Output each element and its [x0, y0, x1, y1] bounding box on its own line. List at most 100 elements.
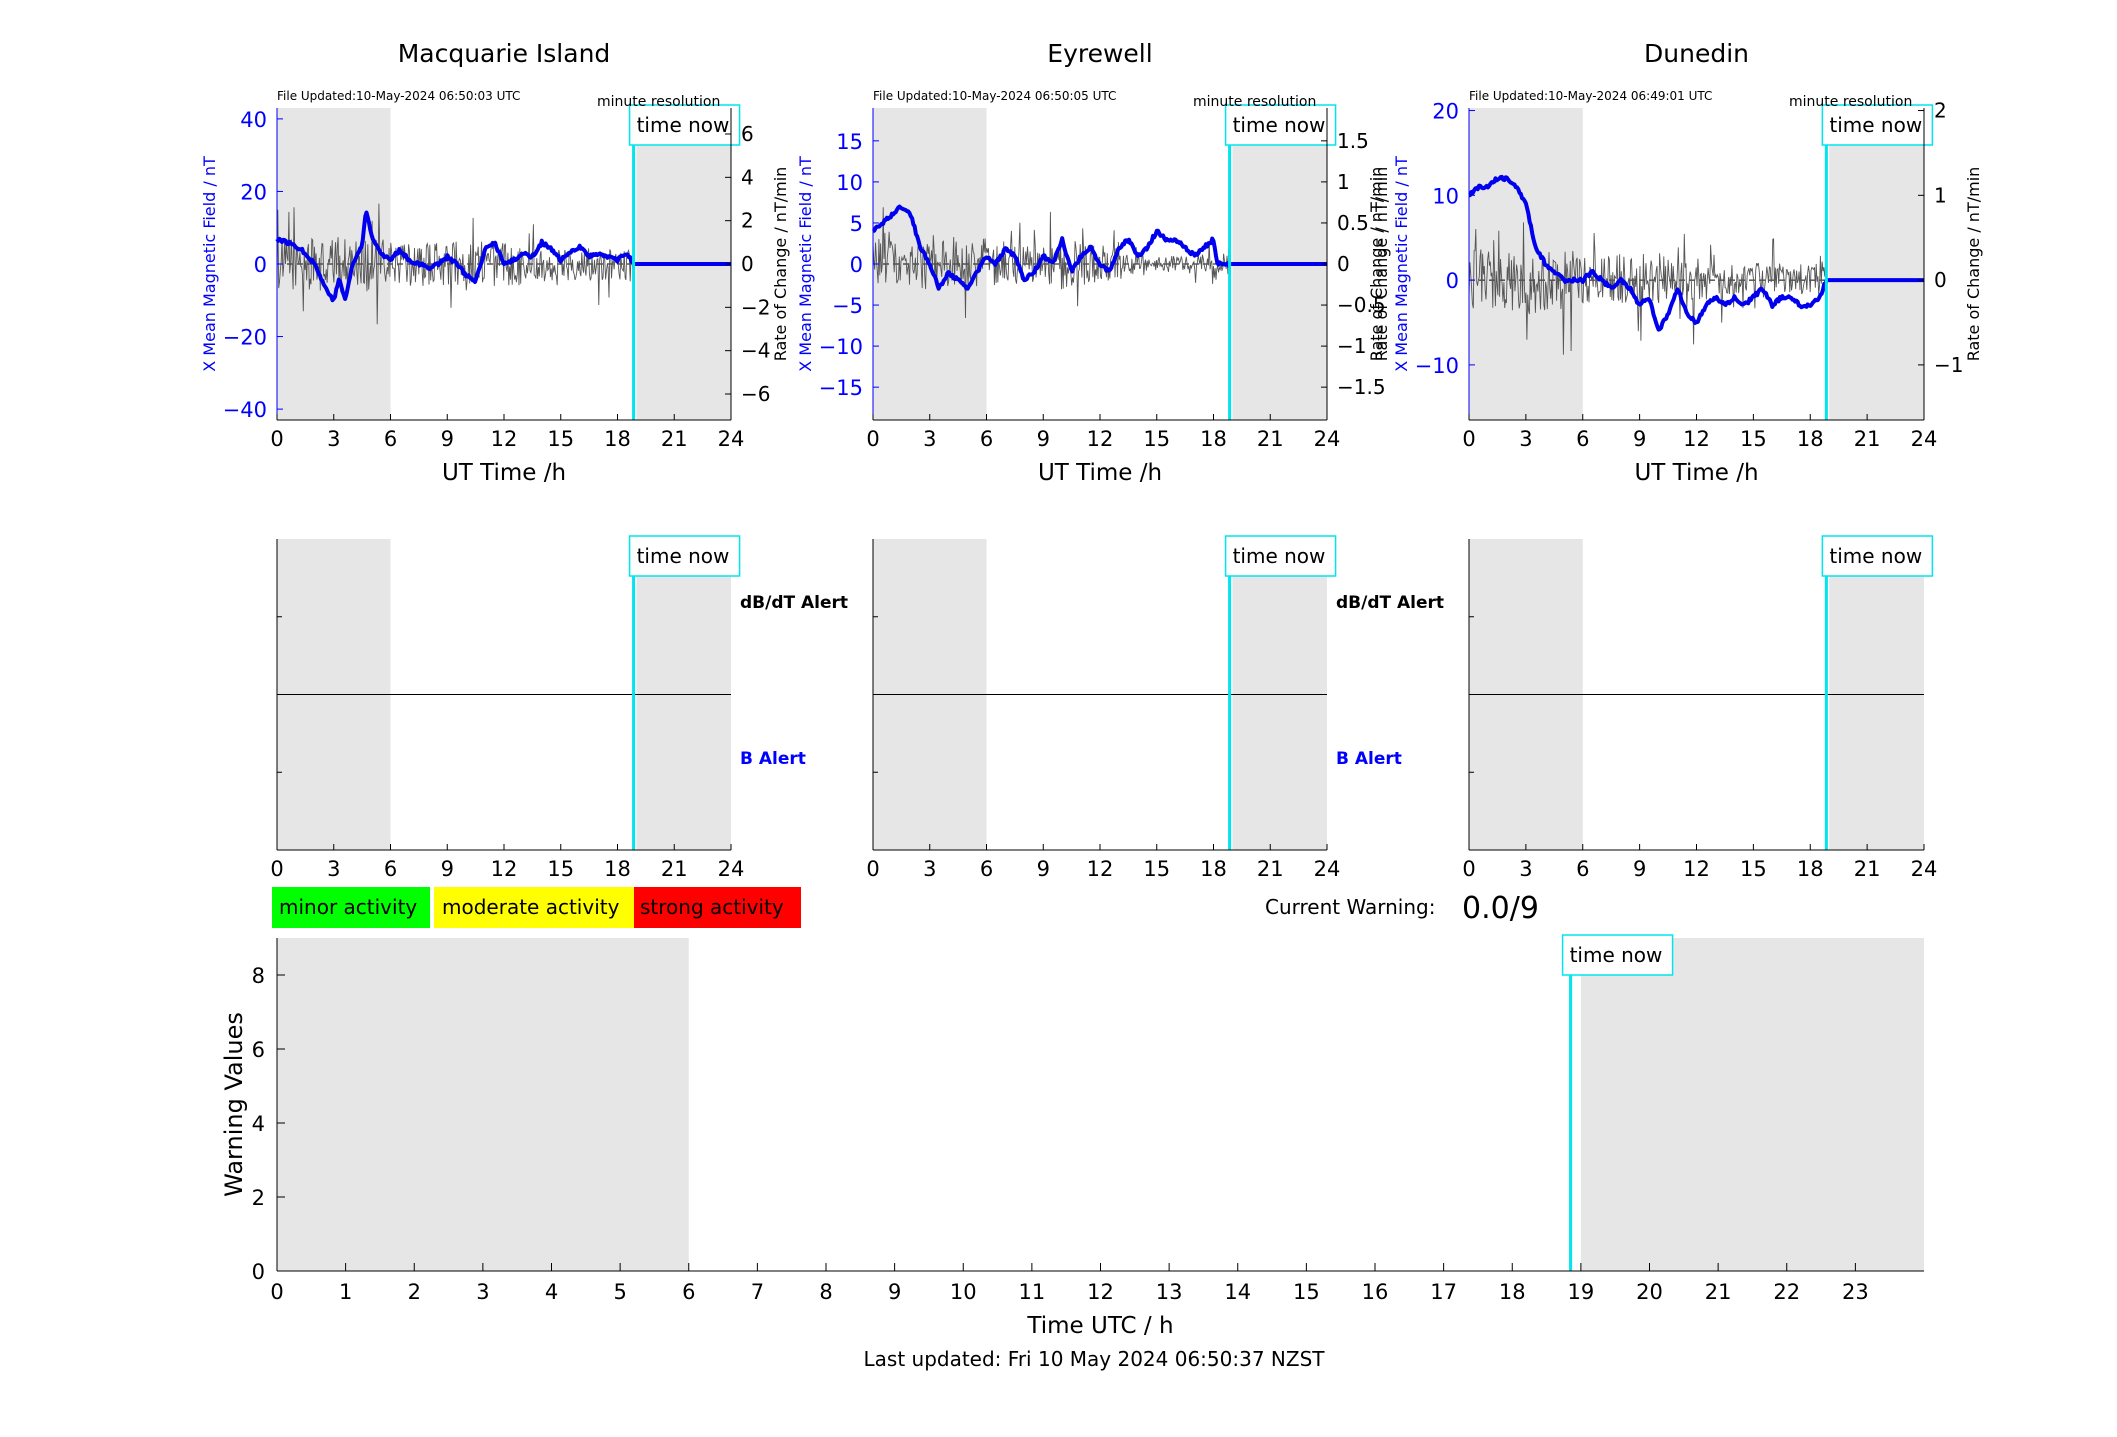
x-tick-label: 24: [718, 427, 745, 451]
y2-axis-label: Rate of Change / nT/min: [1964, 167, 1983, 362]
y2-tick-label: −0.5: [1337, 293, 1386, 317]
y2-tick-label: 2: [1934, 99, 1947, 123]
time-now-box: [1224, 535, 1337, 577]
x-tick-label: 16: [1362, 1280, 1389, 1304]
x-tick-label: 15: [1143, 427, 1170, 451]
x-tick-label: 6: [384, 427, 397, 451]
x-tick-label: 15: [547, 857, 574, 881]
x-tick-label: 9: [1633, 857, 1646, 881]
x-tick-label: 12: [1683, 857, 1710, 881]
y2-axis-label: Rate of Change / nT/min: [1367, 167, 1386, 362]
x-tick-label: 21: [1854, 857, 1881, 881]
y2-tick-label: 6: [741, 122, 754, 146]
x-tick-label: 23: [1842, 1280, 1869, 1304]
alert-panel-alerts-macquarie: time now 0 3 6 9 12 15 18 21 24 dB/dT Alert B Alert: [270, 535, 848, 881]
y-tick-label: −10: [819, 335, 863, 359]
x-tick-label: 22: [1773, 1280, 1800, 1304]
y2-tick-label: 0: [1934, 268, 1947, 292]
resolution-label: minute resolution: [1789, 94, 1912, 110]
legend-minor-label: minor activity: [279, 895, 417, 919]
x-tick-label: 7: [751, 1280, 764, 1304]
rate-of-change-series: [276, 203, 635, 325]
x-tick-label: 6: [682, 1280, 695, 1304]
x-tick-label: 21: [1257, 427, 1284, 451]
x-tick-label: 3: [923, 857, 936, 881]
y2-axis-label: Rate of Change / nT/min: [771, 167, 790, 362]
x-axis-label: UT Time /h: [442, 460, 566, 486]
x-tick-label: 3: [476, 1280, 489, 1304]
resolution-label: minute resolution: [1193, 94, 1316, 110]
x-tick-label: 18: [1499, 1280, 1526, 1304]
station-title: Macquarie Island: [398, 39, 611, 68]
x-tick-label: 15: [547, 427, 574, 451]
time-now-label: time now: [1233, 544, 1326, 568]
y-tick-label: −20: [223, 326, 267, 350]
y-tick-label: 8: [252, 964, 265, 988]
station-night-shade: [1829, 108, 1924, 420]
x-tick-label: 3: [1519, 427, 1532, 451]
time-now-box: [1224, 104, 1337, 146]
y2-tick-label: −1: [1934, 353, 1963, 377]
station-night-shade: [277, 108, 391, 420]
x-tick-label: 9: [1633, 427, 1646, 451]
x-tick-label: 18: [604, 857, 631, 881]
last-updated: Last updated: Fri 10 May 2024 06:50:37 N…: [864, 1347, 1326, 1371]
y-axis-label: X Mean Magnetic Field / nT: [1392, 156, 1411, 372]
x-tick-label: 17: [1430, 1280, 1457, 1304]
x-tick-label: 21: [661, 427, 688, 451]
file-updated-text: File Updated:10-May-2024 06:49:01 UTC: [1469, 89, 1712, 103]
x-tick-label: 15: [1740, 427, 1767, 451]
y-tick-label: 2: [252, 1186, 265, 1210]
time-now-box: [628, 104, 741, 146]
y-tick-label: 20: [240, 180, 267, 204]
y-tick-label: −15: [819, 376, 863, 400]
y-tick-label: 10: [1432, 184, 1459, 208]
time-now-label: time now: [637, 113, 730, 137]
dbdt-alert-label: dB/dT Alert: [740, 593, 848, 613]
x-tick-label: 12: [1683, 427, 1710, 451]
x-tick-label: 0: [1462, 427, 1475, 451]
y-tick-label: 0: [850, 253, 863, 277]
x-tick-label: 18: [1797, 857, 1824, 881]
x-tick-label: 4: [545, 1280, 558, 1304]
x-tick-label: 6: [1576, 857, 1589, 881]
x-tick-label: 6: [384, 857, 397, 881]
x-tick-label: 20: [1636, 1280, 1663, 1304]
warning-night-shade: [277, 938, 689, 1271]
x-tick-label: 24: [1314, 427, 1341, 451]
x-tick-label: 3: [327, 427, 340, 451]
y2-tick-label: 0.5: [1337, 211, 1369, 235]
x-tick-label: 3: [1519, 857, 1532, 881]
y-tick-label: 5: [850, 212, 863, 236]
x-axis-label: UT Time /h: [1038, 460, 1162, 486]
x-tick-label: 0: [866, 857, 879, 881]
x-tick-label: 9: [1037, 857, 1050, 881]
file-updated-text: File Updated:10-May-2024 06:50:03 UTC: [277, 89, 520, 103]
legend-moderate-label: moderate activity: [442, 895, 620, 919]
alert-panel-alerts-eyrewell: time now 0 3 6 9 12 15 18 21 24 dB/dT Alert B Alert: [866, 535, 1444, 881]
y2-tick-label: 1.5: [1337, 129, 1369, 153]
x-tick-label: 24: [718, 857, 745, 881]
y-tick-label: 6: [252, 1038, 265, 1062]
time-now-box: [628, 535, 741, 577]
x-tick-label: 8: [819, 1280, 832, 1304]
x-tick-label: 3: [923, 427, 936, 451]
y2-tick-label: 1: [1934, 183, 1947, 207]
x-tick-label: 15: [1740, 857, 1767, 881]
y-tick-label: 10: [836, 171, 863, 195]
x-tick-label: 0: [1462, 857, 1475, 881]
x-tick-label: 21: [1705, 1280, 1732, 1304]
y2-tick-label: −1: [1337, 334, 1366, 358]
y2-tick-label: −1.5: [1337, 375, 1386, 399]
x-tick-label: 19: [1568, 1280, 1595, 1304]
station-title: Eyrewell: [1047, 39, 1152, 68]
time-now-box: [1821, 535, 1934, 577]
y2-tick-label: 1: [1337, 170, 1350, 194]
x-tick-label: 24: [1911, 857, 1938, 881]
time-now-label: time now: [1570, 943, 1663, 967]
x-tick-label: 24: [1911, 427, 1938, 451]
y-tick-label: −40: [223, 398, 267, 422]
magnetic-field-series: [871, 204, 1328, 291]
y2-tick-label: 4: [741, 165, 754, 189]
y2-tick-label: −2: [741, 295, 770, 319]
